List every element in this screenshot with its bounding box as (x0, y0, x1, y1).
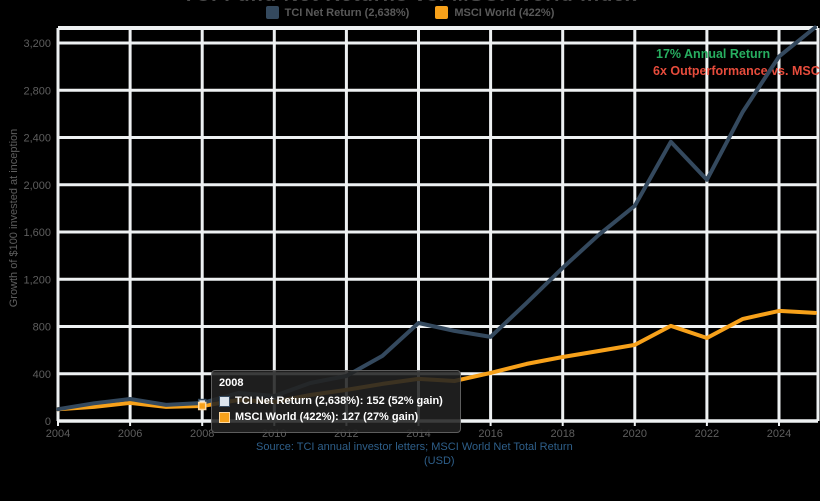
x-axis-label: 2018 (550, 428, 574, 440)
x-axis-label: 2004 (46, 428, 70, 440)
annotation-annual-return: 17% Annual Return (656, 47, 770, 61)
x-axis-label: 2022 (695, 428, 719, 440)
y-axis-label: 1,200 (23, 274, 51, 286)
legend-item-tci[interactable]: TCI Net Return (2,638%) (265, 6, 410, 19)
y-axis-label: 1,600 (23, 227, 51, 239)
tooltip-msci-value: MSCI World (422%): 127 (27% gain) (235, 410, 419, 423)
series-lines (56, 25, 817, 412)
clipped-chart-title: TCI Fund Net Returns vs. MSCI World Inde… (0, 0, 820, 7)
tci-series-line[interactable] (56, 25, 817, 412)
y-axis-label: 2,800 (23, 85, 51, 97)
tci-series-swatch (265, 6, 279, 19)
msci-point-icon (219, 412, 230, 424)
tooltip: 2008 TCI Net Return (2,638%): 152 (52% g… (211, 370, 461, 433)
y-axis-label: 400 (33, 369, 51, 381)
chart-title-text: TCI Fund Net Returns vs. MSCI World Inde… (0, 0, 820, 7)
msci-series-swatch (435, 6, 449, 19)
y-axis-label: 800 (33, 322, 51, 334)
tci-point-icon (219, 396, 230, 408)
tooltip-row-msci: MSCI World (422%): 127 (27% gain) (219, 410, 451, 426)
x-axis-label: 2020 (623, 428, 647, 440)
x-axis-label: 2024 (767, 428, 791, 440)
source-caption[interactable]: Source: TCI annual investor letters; MSC… (256, 441, 573, 453)
annotation-outperformance: 6x Outperformance vs. MSCI (653, 64, 820, 78)
hover-point-markers (197, 398, 207, 411)
y-axis-label: 3,200 (23, 38, 51, 50)
source-caption-line2[interactable]: (USD) (424, 455, 455, 467)
y-axis-label: 2,000 (23, 180, 51, 192)
legend: TCI Net Return (2,638%) MSCI World (422%… (0, 6, 820, 19)
x-axis-label: 2006 (118, 428, 142, 440)
legend-item-msci[interactable]: MSCI World (422%) (435, 6, 554, 19)
tooltip-year: 2008 (219, 377, 244, 389)
legend-label-tci: TCI Net Return (2,638%) (284, 6, 410, 19)
tooltip-tci-value: TCI Net Return (2,638%): 152 (52% gain) (235, 394, 443, 407)
tooltip-row-tci: TCI Net Return (2,638%): 152 (52% gain) (219, 394, 451, 410)
gridlines (56, 26, 820, 426)
y-axis-label: 2,400 (23, 133, 51, 145)
y-axis-label: 0 (45, 416, 51, 428)
x-axis-label: 2008 (190, 428, 214, 440)
x-axis-label: 2016 (478, 428, 502, 440)
axis-labels: 2004 2006 2008 2010 2012 2014 2016 2018 2020 2022… (23, 38, 791, 440)
legend-label-msci: MSCI World (422%) (454, 6, 555, 19)
